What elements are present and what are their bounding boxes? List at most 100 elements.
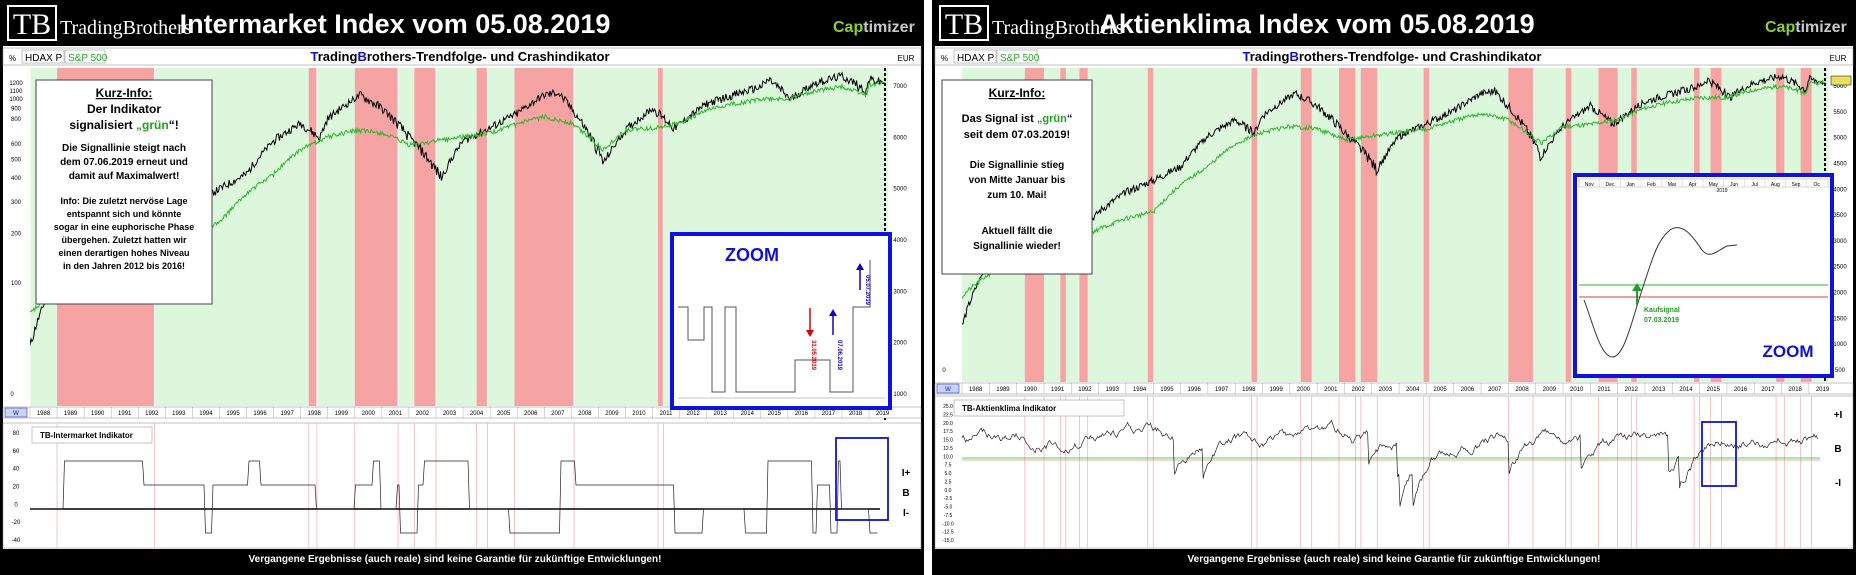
indicator-tick-4: 15.0	[943, 438, 953, 444]
red-zone-4	[1251, 68, 1258, 382]
year-label-2016: 2016	[1734, 387, 1748, 393]
info-para2-line-2: sogar in eine euphorische Phase	[54, 222, 195, 232]
zoom-buy-arrowhead	[1632, 283, 1642, 291]
year-label-2003: 2003	[1379, 387, 1393, 393]
footer-disclaimer: Vergangene Ergebnisse (auch reale) sind …	[249, 554, 662, 565]
hdax-label: HDAX P	[25, 53, 63, 64]
year-label-1998: 1998	[1242, 387, 1256, 393]
year-label-2004: 2004	[1406, 387, 1420, 393]
zoom-box: Nov Dec Jan Feb Mar Apr May Jun Jul Aug Sep Oc 2019 K…	[1573, 173, 1834, 378]
zoom-blue-arrowhead2	[856, 263, 864, 270]
year-label-1992: 1992	[145, 411, 159, 417]
info-line1: Das Signal ist „grün“	[962, 113, 1073, 125]
hdax-label: HDAX P	[957, 53, 995, 64]
indicator-panel: TB-Intermarket Indikator 80 60 40 20 0 -20 -40 I…	[2, 422, 922, 549]
zoom-year: 2019	[1716, 188, 1727, 194]
tb-logo-text: TradingBrothers	[992, 17, 1124, 39]
year-label-1991: 1991	[118, 411, 132, 417]
year-label-1999: 1999	[1269, 387, 1283, 393]
zoom-box-frame	[670, 232, 892, 410]
weekly-toggle-label: W	[13, 411, 19, 417]
red-zone-8	[1423, 68, 1430, 382]
indicator-tick-8: 5.0	[945, 471, 952, 477]
hdax-tab	[953, 49, 997, 64]
info-para2-line-0: Info: Die zuletzt nervöse Lage	[60, 196, 187, 206]
year-label-2012: 2012	[686, 411, 700, 417]
indicator-tick-1: 60	[13, 449, 20, 455]
red-zone-3	[414, 68, 436, 406]
zoom-month-May: May	[1709, 182, 1719, 188]
header-bar	[0, 0, 924, 46]
info-line1: Der Indikator	[87, 102, 161, 116]
year-label-2011: 2011	[660, 411, 674, 417]
footer-bar	[3, 549, 921, 567]
indicator-zoom-box	[835, 437, 889, 521]
red-zone-5	[514, 68, 575, 406]
indicator-tick-2: 40	[13, 467, 20, 473]
left-tick-11: 0	[10, 392, 14, 398]
tb-logo-box	[939, 5, 989, 41]
left-tick-11: 0	[942, 368, 946, 374]
left-tick-3: 900	[11, 107, 22, 113]
header-bar	[932, 0, 1856, 46]
right-tick-2: 5000	[893, 187, 907, 193]
series-line-hdax	[962, 73, 1826, 325]
right-tick-1: 5500	[1833, 110, 1847, 116]
info-para2-line-0: Aktuell fällt die	[981, 226, 1053, 237]
year-label-2015: 2015	[768, 411, 782, 417]
info-para1-line-1: dem 07.06.2019 erneut und	[60, 157, 188, 168]
zoom-month-Jan: Jan	[1627, 182, 1635, 188]
intermarket-panel: TB TradingBrothers Intermarket Index vom 0…	[0, 0, 924, 575]
tb-logo-text: TradingBrothers	[60, 17, 192, 39]
year-label-2000: 2000	[1297, 387, 1311, 393]
year-label-2018: 2018	[1789, 387, 1803, 393]
red-zone-6	[1338, 68, 1356, 382]
year-label-2002: 2002	[416, 411, 430, 417]
indicator-tick-0: 80	[13, 431, 20, 437]
indicator-line	[30, 460, 878, 534]
indicator-tick-10: 0.0	[945, 488, 952, 494]
indicator-right-label-1: B	[1834, 444, 1841, 455]
year-label-2014: 2014	[1679, 387, 1693, 393]
red-zone-9	[1508, 68, 1533, 382]
indicator-line	[961, 420, 1818, 507]
info-para1-line-0: Die Signallinie steigt nach	[62, 143, 186, 154]
right-tick-3: 4500	[1833, 161, 1847, 167]
red-zone-5	[1300, 68, 1312, 382]
left-tick-0: 1200	[9, 81, 23, 87]
year-label-1995: 1995	[1160, 387, 1174, 393]
year-label-2015: 2015	[1707, 387, 1721, 393]
info-line2: signalisiert „grün“!	[69, 118, 178, 132]
weekly-toggle	[936, 383, 960, 394]
right-axis-bg	[888, 68, 921, 406]
indicator-tick-5: -20	[12, 520, 21, 526]
indicator-tick-14: -10.0	[942, 521, 954, 527]
info-para1-line-2: zum 10. Mai!	[987, 190, 1046, 201]
year-label-1997: 1997	[1215, 387, 1229, 393]
year-label-2009: 2009	[1543, 387, 1557, 393]
indicator-tick-11: -2.5	[944, 496, 953, 502]
left-tick-8: 300	[11, 200, 22, 206]
tb-logo-letters: TB	[945, 8, 983, 41]
right-tick-7: 2500	[1833, 265, 1847, 271]
info-para2-line-1: entspannt sich und könnte	[67, 209, 182, 219]
info-heading: Kurz-Info:	[96, 86, 153, 100]
current-price-marker	[1830, 75, 1852, 86]
sp500-label: S&P 500	[1000, 53, 1040, 64]
year-label-1996: 1996	[253, 411, 267, 417]
left-axis-bg	[3, 68, 30, 406]
zoom-month-Sep: Sep	[1792, 182, 1801, 188]
left-tick-4: 800	[11, 117, 22, 123]
zoom-month-Oc: Oc	[1813, 182, 1820, 188]
left-tick-9: 200	[11, 232, 22, 238]
year-label-2005: 2005	[1433, 387, 1447, 393]
right-tick-11: 500	[1835, 368, 1846, 374]
left-tick-2: 1000	[9, 97, 23, 103]
indicator-tick-5: 12.5	[943, 446, 953, 452]
year-label-2017: 2017	[822, 411, 836, 417]
year-label-2005: 2005	[497, 411, 511, 417]
zoom-signal-label: Kaufsignal	[1644, 307, 1680, 314]
red-zone-3	[1147, 68, 1154, 382]
year-label-2002: 2002	[1351, 387, 1365, 393]
indicator-tick-4: 0	[14, 502, 18, 508]
